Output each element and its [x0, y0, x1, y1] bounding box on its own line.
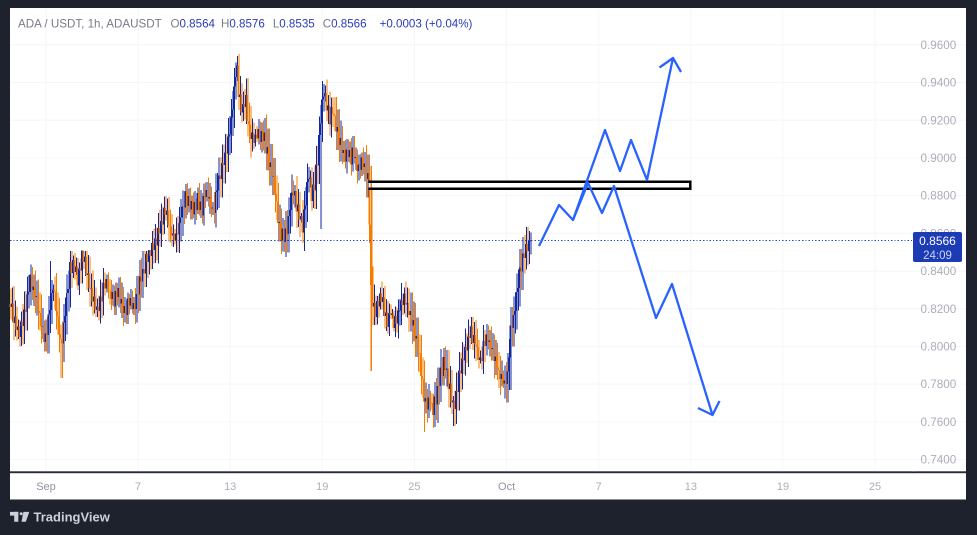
- svg-text:Sep: Sep: [36, 481, 56, 493]
- svg-text:0.7800: 0.7800: [921, 378, 957, 391]
- svg-text:0.7600: 0.7600: [921, 416, 957, 429]
- svg-text:13: 13: [224, 481, 236, 493]
- svg-text:TradingView: TradingView: [34, 510, 111, 525]
- svg-text:0.9200: 0.9200: [921, 114, 957, 127]
- svg-text:0.7400: 0.7400: [921, 454, 957, 467]
- svg-text:7: 7: [135, 481, 141, 493]
- svg-text:Oct: Oct: [498, 481, 515, 493]
- svg-text:25: 25: [408, 481, 420, 493]
- svg-text:7: 7: [596, 481, 602, 493]
- svg-text:0.8566: 0.8566: [919, 234, 956, 248]
- svg-text:19: 19: [316, 481, 328, 493]
- svg-text:0.8000: 0.8000: [921, 341, 957, 354]
- svg-text:0.8200: 0.8200: [921, 303, 957, 316]
- svg-text:25: 25: [869, 481, 881, 493]
- svg-text:0.8400: 0.8400: [921, 265, 957, 278]
- svg-text:0.9400: 0.9400: [921, 77, 957, 90]
- svg-text:0.9000: 0.9000: [921, 152, 957, 165]
- svg-text:19: 19: [777, 481, 789, 493]
- svg-text:0.9600: 0.9600: [921, 39, 957, 52]
- svg-text:0.8800: 0.8800: [921, 190, 957, 203]
- svg-text:24:09: 24:09: [923, 250, 952, 262]
- svg-text:13: 13: [685, 481, 697, 493]
